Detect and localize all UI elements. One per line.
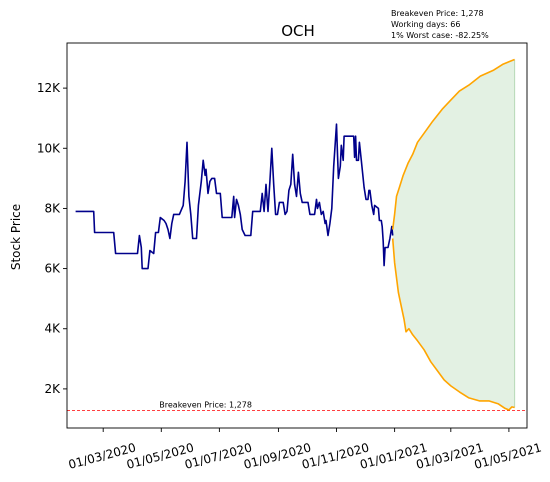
info-breakeven: Breakeven Price: 1,278 xyxy=(391,9,484,18)
y-tick-label: 2K xyxy=(44,382,61,396)
forecast-band xyxy=(392,59,515,410)
plot-frame xyxy=(66,42,528,429)
forecast-upper-line xyxy=(391,58,515,230)
y-tick-label: 8K xyxy=(44,201,61,215)
chart-marks: Breakeven Price: 1,278 xyxy=(67,58,527,412)
y-axis-label: Stock Price xyxy=(9,204,23,270)
chart-title: OCH xyxy=(281,22,315,40)
y-tick-label: 4K xyxy=(44,322,61,336)
x-tick-label: 01/05/2021 xyxy=(473,440,543,471)
y-tick-label: 10K xyxy=(37,141,61,155)
y-tick-label: 6K xyxy=(44,262,61,276)
x-tick-label: 01/07/2020 xyxy=(183,440,253,471)
price-history-line xyxy=(75,123,394,270)
info-worst-case: 1% Worst case: -82.25% xyxy=(391,31,489,40)
breakeven-label: Breakeven Price: 1,278 xyxy=(159,401,252,410)
info-working-days: Working days: 66 xyxy=(391,20,461,29)
y-tick-label: 12K xyxy=(37,81,61,95)
forecast-lower-line xyxy=(391,238,515,411)
